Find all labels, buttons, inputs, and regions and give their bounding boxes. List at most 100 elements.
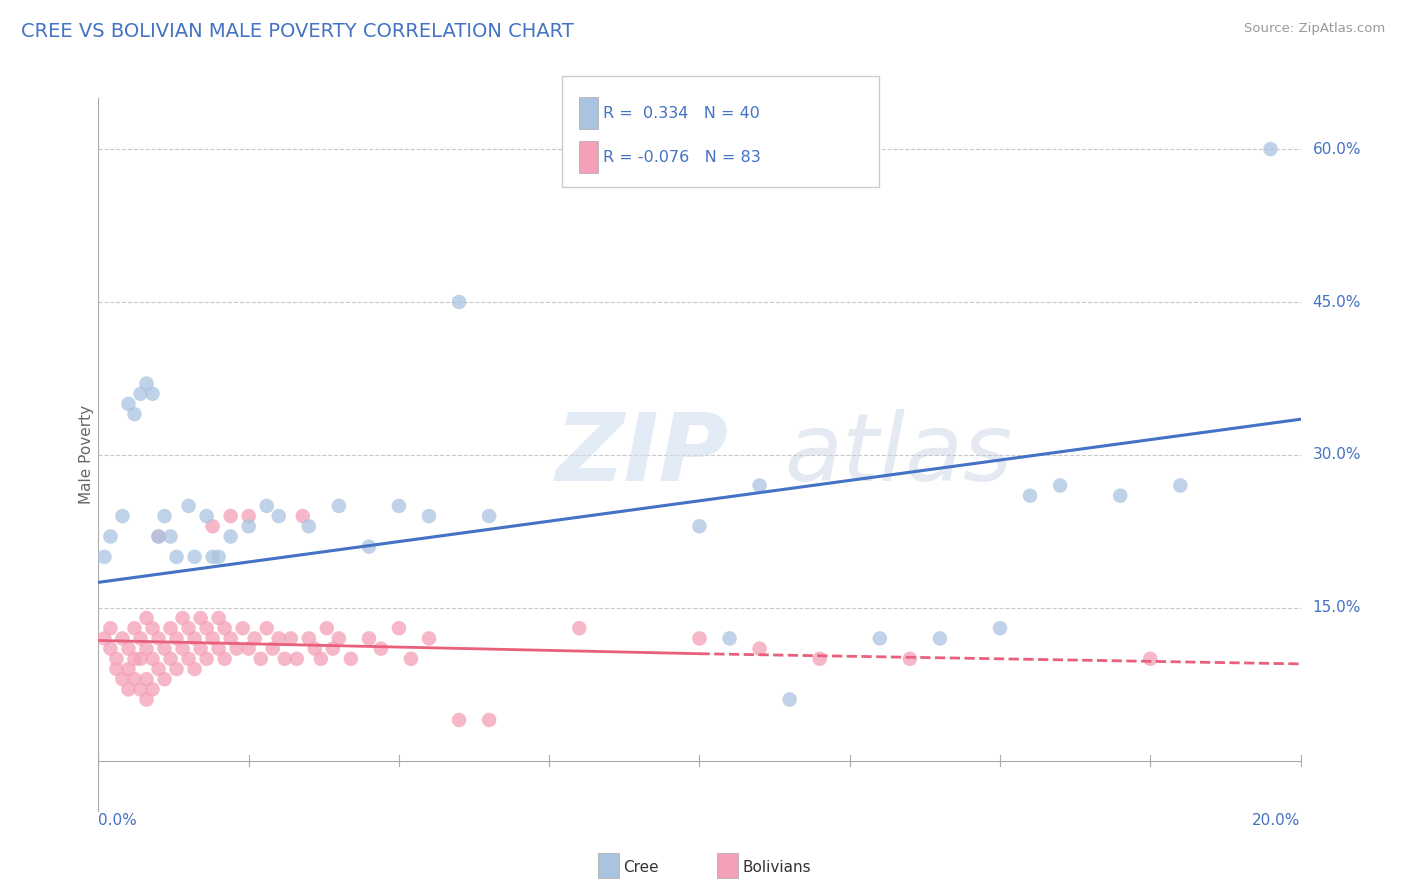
- Text: 0.0%: 0.0%: [98, 814, 138, 828]
- Point: [105, 662, 128, 676]
- Point: [328, 499, 350, 513]
- Point: [779, 692, 801, 706]
- Text: ZIP: ZIP: [555, 409, 728, 501]
- Point: [1170, 478, 1192, 492]
- Point: [298, 519, 321, 533]
- Text: 30.0%: 30.0%: [1313, 448, 1361, 462]
- Text: Cree: Cree: [623, 860, 658, 874]
- Point: [148, 632, 170, 646]
- Point: [111, 509, 134, 524]
- Point: [274, 652, 297, 666]
- Point: [141, 682, 163, 697]
- Point: [328, 632, 350, 646]
- Point: [177, 499, 200, 513]
- Point: [201, 519, 224, 533]
- Point: [357, 632, 380, 646]
- Point: [159, 652, 181, 666]
- Point: [153, 641, 176, 656]
- Point: [117, 641, 139, 656]
- Point: [219, 632, 242, 646]
- Point: [166, 549, 188, 564]
- Point: [748, 478, 770, 492]
- Text: Bolivians: Bolivians: [742, 860, 811, 874]
- Point: [370, 641, 392, 656]
- Text: 20.0%: 20.0%: [1253, 814, 1301, 828]
- Text: R =  0.334   N = 40: R = 0.334 N = 40: [603, 105, 761, 120]
- Point: [172, 641, 194, 656]
- Point: [280, 632, 302, 646]
- Point: [243, 632, 266, 646]
- Point: [418, 632, 440, 646]
- Point: [357, 540, 380, 554]
- Point: [141, 386, 163, 401]
- Point: [225, 641, 247, 656]
- Point: [568, 621, 591, 635]
- Point: [135, 611, 157, 625]
- Text: 15.0%: 15.0%: [1313, 600, 1361, 615]
- Point: [141, 652, 163, 666]
- Text: Male Poverty: Male Poverty: [79, 405, 94, 505]
- Point: [166, 662, 188, 676]
- Point: [124, 407, 146, 421]
- Point: [129, 386, 152, 401]
- Point: [166, 632, 188, 646]
- Point: [214, 621, 236, 635]
- Point: [195, 509, 218, 524]
- Point: [238, 519, 260, 533]
- Point: [183, 632, 205, 646]
- Point: [748, 641, 770, 656]
- Point: [232, 621, 254, 635]
- Point: [195, 652, 218, 666]
- Point: [117, 397, 139, 411]
- Point: [1260, 142, 1282, 156]
- Point: [929, 632, 952, 646]
- Point: [190, 611, 212, 625]
- Point: [100, 529, 122, 543]
- Point: [148, 662, 170, 676]
- Point: [219, 509, 242, 524]
- Point: [141, 621, 163, 635]
- Point: [1049, 478, 1071, 492]
- Text: atlas: atlas: [783, 409, 1012, 500]
- Point: [117, 662, 139, 676]
- Point: [135, 672, 157, 686]
- Point: [135, 641, 157, 656]
- Point: [478, 713, 501, 727]
- Point: [1139, 652, 1161, 666]
- Point: [129, 652, 152, 666]
- Point: [1109, 489, 1132, 503]
- Point: [304, 641, 326, 656]
- Point: [808, 652, 831, 666]
- Point: [208, 549, 231, 564]
- Text: 45.0%: 45.0%: [1313, 294, 1361, 310]
- Point: [177, 652, 200, 666]
- Text: CREE VS BOLIVIAN MALE POVERTY CORRELATION CHART: CREE VS BOLIVIAN MALE POVERTY CORRELATIO…: [21, 22, 574, 41]
- Text: R = -0.076   N = 83: R = -0.076 N = 83: [603, 150, 761, 165]
- Point: [267, 509, 290, 524]
- Point: [153, 509, 176, 524]
- Point: [93, 632, 115, 646]
- Point: [124, 652, 146, 666]
- Point: [238, 509, 260, 524]
- Point: [153, 672, 176, 686]
- Point: [388, 621, 411, 635]
- Point: [129, 632, 152, 646]
- Point: [201, 549, 224, 564]
- Point: [388, 499, 411, 513]
- Point: [214, 652, 236, 666]
- Point: [219, 529, 242, 543]
- Point: [399, 652, 422, 666]
- Point: [190, 641, 212, 656]
- Point: [159, 621, 181, 635]
- Point: [285, 652, 308, 666]
- Point: [256, 499, 278, 513]
- Point: [898, 652, 921, 666]
- Point: [291, 509, 314, 524]
- Point: [309, 652, 332, 666]
- Point: [256, 621, 278, 635]
- Point: [238, 641, 260, 656]
- Point: [172, 611, 194, 625]
- Text: Source: ZipAtlas.com: Source: ZipAtlas.com: [1244, 22, 1385, 36]
- Point: [183, 662, 205, 676]
- Point: [135, 692, 157, 706]
